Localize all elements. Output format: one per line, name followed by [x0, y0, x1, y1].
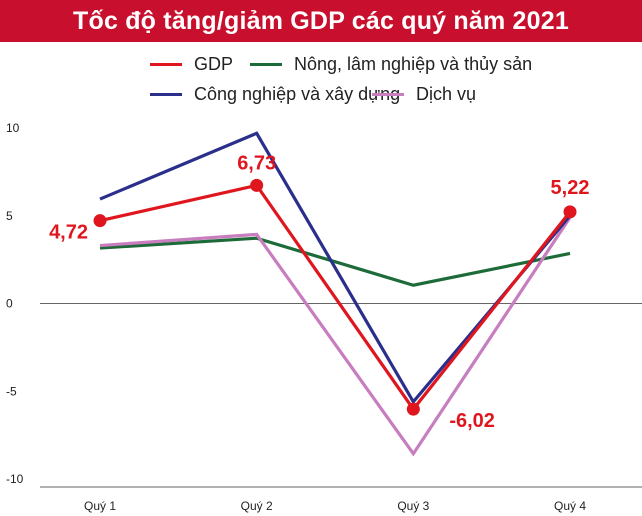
gdp-data-label: 4,72 [49, 222, 88, 244]
legend-label-services: Dịch vụ [416, 84, 477, 104]
legend-item-services: Dịch vụ [372, 84, 476, 105]
legend-item-agriculture: Nông, lâm nghiệp và thủy sản [250, 54, 532, 75]
legend-item-gdp: GDP [150, 54, 233, 75]
y-tick-label: 10 [6, 121, 20, 135]
y-tick-label: -10 [6, 472, 24, 486]
legend-swatch-industry [150, 93, 182, 96]
legend-label-industry: Công nghiệp và xây dựng [194, 84, 401, 104]
gdp-data-label: 6,73 [237, 152, 276, 174]
legend: GDP Nông, lâm nghiệp và thủy sản Công ng… [0, 48, 642, 110]
legend-label-gdp: GDP [194, 54, 234, 74]
legend-swatch-agriculture [250, 63, 282, 66]
legend-swatch-services [372, 93, 404, 96]
y-tick-label: -5 [6, 384, 17, 398]
gdp-data-label: 5,22 [551, 177, 590, 199]
gdp-marker [250, 178, 264, 192]
legend-swatch-gdp [150, 63, 182, 66]
legend-label-agriculture: Nông, lâm nghiệp và thủy sản [294, 54, 533, 74]
x-tick-label: Quý 4 [554, 499, 586, 513]
series-line-3 [99, 216, 572, 457]
gdp-marker [563, 205, 577, 219]
gdp-data-label: -6,02 [449, 410, 495, 432]
series-line-1 [99, 236, 571, 287]
gdp-marker [93, 214, 107, 228]
legend-item-industry: Công nghiệp và xây dựng [150, 84, 400, 105]
y-tick-label: 5 [6, 209, 13, 223]
chart-title: Tốc độ tăng/giảm GDP các quý năm 2021 [0, 0, 642, 42]
series-line-0 [99, 183, 572, 412]
x-tick-label: Quý 1 [84, 499, 116, 513]
gdp-marker [406, 402, 420, 416]
x-tick-label: Quý 3 [397, 499, 429, 513]
x-tick-label: Quý 2 [241, 499, 273, 513]
y-tick-label: 0 [6, 297, 13, 311]
